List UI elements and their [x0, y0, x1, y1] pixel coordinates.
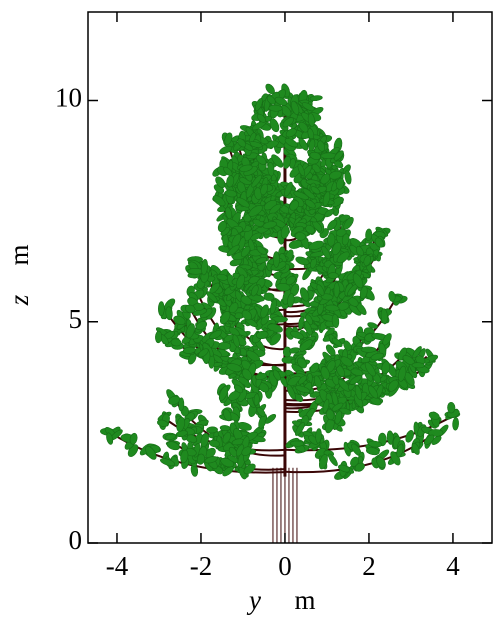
x-tick-label: 2: [362, 551, 376, 581]
leaf: [447, 402, 455, 413]
x-tick-label: -4: [106, 551, 129, 581]
leaf: [220, 425, 230, 431]
x-tick-label: 0: [278, 551, 292, 581]
x-tick-label: -2: [190, 551, 213, 581]
leaf: [327, 233, 335, 246]
leaf: [155, 331, 162, 343]
leaf: [328, 272, 339, 278]
leaf: [388, 291, 396, 302]
y-tick-label: 0: [69, 525, 83, 555]
x-axis-unit: m: [294, 585, 315, 615]
leaf: [290, 441, 304, 447]
leaf: [178, 398, 184, 411]
leaf: [452, 417, 459, 430]
y-axis-label: z: [4, 294, 34, 306]
leaf: [361, 347, 376, 353]
leaf: [273, 252, 279, 268]
leaf: [254, 394, 260, 406]
x-tick-label: 4: [446, 551, 460, 581]
y-tick-label: 10: [55, 83, 82, 113]
leaf: [412, 362, 425, 368]
tree-rendering: [100, 82, 460, 543]
y-axis-unit: m: [4, 244, 34, 265]
leaf: [264, 293, 275, 301]
chart: y m z m -4 -2 0 2 4 0 5 10: [0, 0, 494, 617]
leaf: [218, 342, 231, 349]
leaf: [187, 268, 203, 274]
y-tick-label: 5: [69, 304, 83, 334]
leaf: [334, 282, 340, 297]
x-axis-label: y: [246, 585, 261, 615]
leaf: [158, 302, 164, 316]
